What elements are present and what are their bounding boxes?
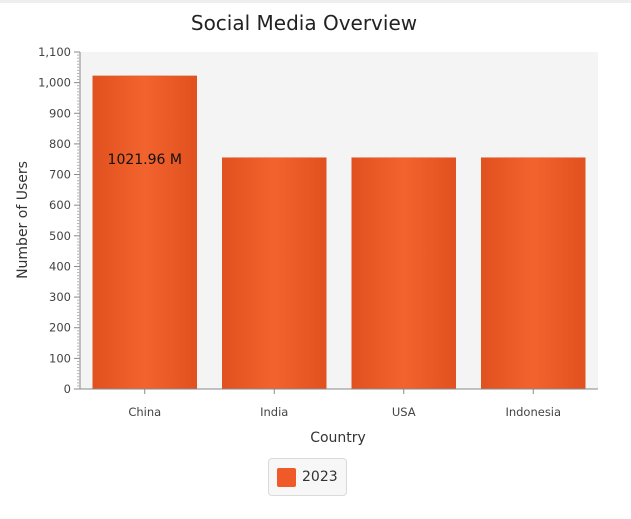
- y-tick-label: 800: [49, 137, 71, 151]
- y-tick-label: 600: [49, 198, 71, 212]
- y-tick-label: 1,000: [38, 76, 71, 90]
- y-tick-label: 900: [49, 106, 71, 120]
- chart-title: Social Media Overview: [191, 11, 417, 35]
- data-labels: 1021.96 M: [108, 152, 182, 168]
- x-axis: China India USA Indonesia: [80, 388, 598, 419]
- y-tick-label: 200: [49, 321, 71, 335]
- legend-swatch: [277, 467, 296, 487]
- y-tick-label: 500: [49, 229, 71, 243]
- window-top-edge: [0, 0, 631, 3]
- x-tick-label: Indonesia: [505, 405, 561, 419]
- y-axis-title: Number of Users: [15, 161, 31, 279]
- legend-label: 2023: [302, 469, 338, 485]
- x-tick-label: India: [260, 405, 288, 419]
- y-tick-label: 1,100: [38, 45, 71, 59]
- y-tick-label: 0: [64, 382, 71, 396]
- bar-indonesia[interactable]: [481, 157, 586, 390]
- y-axis: 0 100 200 300 400 500 600 700 800 900 1,000 1,100: [38, 45, 81, 396]
- bar-india[interactable]: [222, 157, 327, 390]
- legend: 2023: [268, 458, 347, 496]
- x-tick-label: USA: [392, 405, 416, 419]
- bar-usa[interactable]: [351, 157, 456, 390]
- y-tick-label: 400: [49, 259, 71, 273]
- y-tick-label: 100: [49, 351, 71, 365]
- x-tick-label: China: [128, 405, 161, 419]
- data-label: 1021.96 M: [108, 152, 182, 168]
- bar-china[interactable]: [92, 75, 197, 390]
- x-axis-title: Country: [310, 430, 366, 446]
- y-tick-label: 700: [49, 168, 71, 182]
- y-tick-label: 300: [49, 290, 71, 304]
